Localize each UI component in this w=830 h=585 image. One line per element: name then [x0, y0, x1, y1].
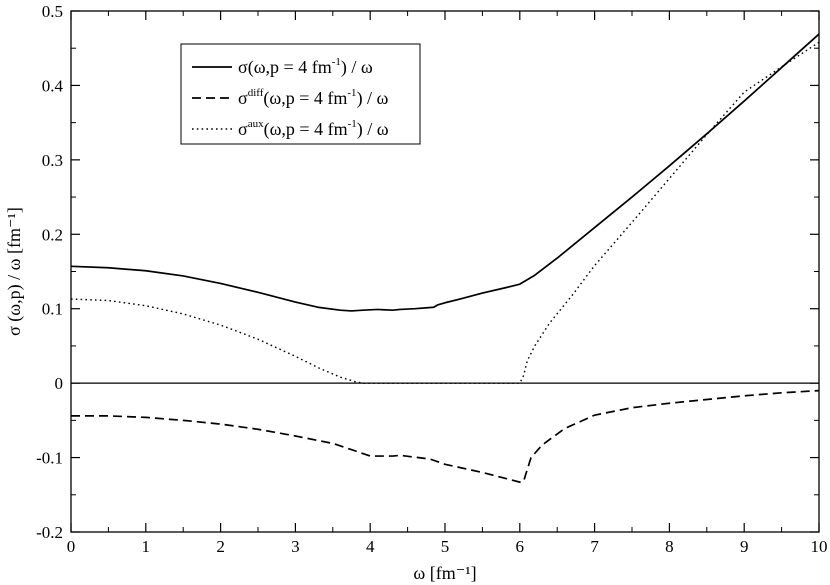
x-tick-label: 7 — [590, 537, 599, 556]
series-line-dotted — [70, 41, 820, 384]
plot-content — [70, 33, 820, 483]
legend-base: σ — [238, 88, 248, 108]
legend-exp: -1 — [347, 87, 356, 99]
x-tick-label: 8 — [665, 537, 674, 556]
legend-sup: diff — [248, 87, 264, 99]
legend-label: σ(ω,p = 4 fm-1) / ω — [238, 56, 373, 78]
x-tick-label: 4 — [366, 537, 375, 556]
legend-tail: ) / ω — [357, 88, 389, 109]
y-tick-label: 0 — [55, 374, 64, 393]
legend-box — [180, 43, 421, 145]
y-tick-label: -0.2 — [36, 523, 63, 542]
x-tick-label: 5 — [441, 537, 450, 556]
y-axis-label: σ (ω,p) / ω [fm⁻¹] — [4, 207, 25, 336]
x-tick-label: 10 — [811, 537, 828, 556]
y-tick-label: 0.4 — [42, 76, 64, 95]
x-axis-label: ω [fm⁻¹] — [413, 563, 476, 583]
legend-label: σdiff(ω,p = 4 fm-1) / ω — [238, 87, 389, 109]
series-line-dashed — [71, 389, 820, 483]
legend-base: σ — [238, 119, 248, 139]
x-tick-label: 0 — [67, 537, 76, 556]
y-tick-label: 0.3 — [42, 151, 63, 170]
legend-tail: ) / ω — [357, 119, 389, 140]
y-tick-label: 0.2 — [42, 225, 63, 244]
tick-labels: 0 1 2 3 4 5 6 7 8 9 10 -0.2 -0.1 0 0.1 0.2 0.3 0.4 0.5 — [36, 2, 827, 556]
legend-tail: ) / ω — [341, 57, 373, 78]
legend-base: σ — [238, 57, 248, 77]
series-line-solid — [70, 33, 820, 312]
legend-sup: aux — [248, 118, 264, 130]
y-tick-label: 0.5 — [42, 2, 63, 21]
legend-args: (ω,p = 4 fm — [263, 88, 347, 109]
legend-args: (ω,p = 4 fm — [248, 57, 332, 78]
legend-label: σaux(ω,p = 4 fm-1) / ω — [238, 118, 389, 140]
legend-exp: -1 — [332, 56, 341, 68]
x-tick-label: 1 — [142, 537, 151, 556]
y-tick-label: -0.1 — [36, 449, 63, 468]
legend-args: (ω,p = 4 fm — [264, 119, 348, 140]
legend-exp: -1 — [348, 118, 357, 130]
x-tick-label: 6 — [516, 537, 525, 556]
x-tick-label: 9 — [740, 537, 749, 556]
axis-ticks — [70, 10, 820, 533]
y-tick-label: 0.1 — [42, 300, 63, 319]
x-tick-label: 3 — [291, 537, 300, 556]
x-tick-label: 2 — [216, 537, 225, 556]
